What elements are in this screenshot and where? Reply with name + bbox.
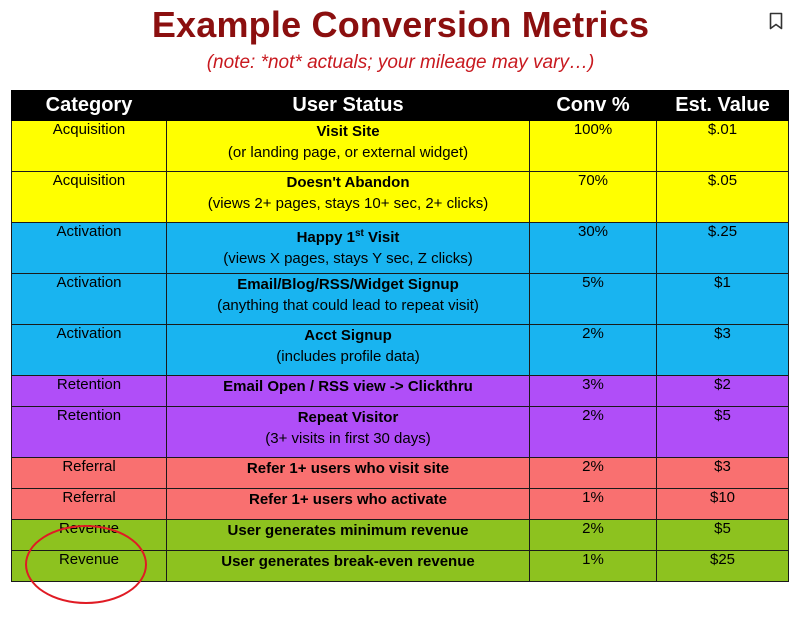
category-cell: Referral: [11, 457, 167, 489]
header-conv-percent: Conv %: [529, 90, 657, 121]
status-cell: Acct Signup (includes profile data): [166, 324, 530, 376]
status-name: Refer 1+ users who visit site: [246, 460, 450, 477]
status-name: Email Open / RSS view -> Clickthru: [223, 378, 473, 395]
status-name: Repeat Visitor: [297, 409, 399, 426]
conv-cell: 100%: [529, 120, 657, 172]
status-cell: Visit Site (or landing page, or external…: [166, 120, 530, 172]
status-cell: Refer 1+ users who activate: [166, 488, 530, 520]
page-title: Example Conversion Metrics: [151, 4, 650, 45]
table-row: Activation Acct Signup (includes profile…: [11, 324, 789, 376]
table-row: Retention Email Open / RSS view -> Click…: [11, 375, 789, 407]
table-row: Referral Refer 1+ users who visit site 2…: [11, 457, 789, 489]
conv-cell: 30%: [529, 222, 657, 274]
value-cell: $3: [656, 457, 789, 489]
page-subtitle: (note: *not* actuals; your mileage may v…: [206, 52, 595, 73]
status-name: Email/Blog/RSS/Widget Signup: [237, 276, 459, 293]
value-cell: $3: [656, 324, 789, 376]
value-cell: $.01: [656, 120, 789, 172]
conv-cell: 1%: [529, 488, 657, 520]
status-detail: (views 2+ pages, stays 10+ sec, 2+ click…: [207, 195, 489, 212]
value-cell: $5: [656, 519, 789, 551]
status-cell: Repeat Visitor (3+ visits in first 30 da…: [166, 406, 530, 458]
status-cell: Email/Blog/RSS/Widget Signup (anything t…: [166, 273, 530, 325]
status-detail: (views X pages, stays Y sec, Z clicks): [223, 250, 473, 267]
status-name-part: Visit: [363, 229, 400, 246]
bookmark-icon[interactable]: [767, 10, 785, 32]
status-detail: (anything that could lead to repeat visi…: [217, 297, 479, 314]
status-detail: (3+ visits in first 30 days): [265, 430, 431, 447]
table-row: Referral Refer 1+ users who activate 1% …: [11, 488, 789, 520]
table-row: Revenue User generates minimum revenue 2…: [11, 519, 789, 551]
status-name: User generates break-even revenue: [221, 553, 475, 570]
status-cell: Refer 1+ users who visit site: [166, 457, 530, 489]
category-cell: Revenue: [11, 550, 167, 582]
status-cell: Email Open / RSS view -> Clickthru: [166, 375, 530, 407]
table-row: Revenue User generates break-even revenu…: [11, 550, 789, 582]
table-row: Acquisition Visit Site (or landing page,…: [11, 120, 789, 172]
status-name: Happy 1st Visit: [167, 223, 529, 248]
table-row: Acquisition Doesn't Abandon (views 2+ pa…: [11, 171, 789, 223]
value-cell: $10: [656, 488, 789, 520]
value-cell: $25: [656, 550, 789, 582]
status-cell: Happy 1st Visit (views X pages, stays Y …: [166, 222, 530, 274]
category-cell: Referral: [11, 488, 167, 520]
header-category: Category: [11, 90, 167, 121]
conversion-metrics-table: Category User Status Conv % Est. Value A…: [11, 90, 789, 582]
value-cell: $.05: [656, 171, 789, 223]
value-cell: $2: [656, 375, 789, 407]
conv-cell: 70%: [529, 171, 657, 223]
status-cell: Doesn't Abandon (views 2+ pages, stays 1…: [166, 171, 530, 223]
conv-cell: 2%: [529, 324, 657, 376]
category-cell: Retention: [11, 406, 167, 458]
category-cell: Acquisition: [11, 171, 167, 223]
conv-cell: 2%: [529, 519, 657, 551]
conv-cell: 2%: [529, 406, 657, 458]
status-cell: User generates break-even revenue: [166, 550, 530, 582]
category-cell: Activation: [11, 324, 167, 376]
conv-cell: 1%: [529, 550, 657, 582]
header-est-value: Est. Value: [656, 90, 789, 121]
conv-cell: 5%: [529, 273, 657, 325]
value-cell: $5: [656, 406, 789, 458]
table-row: Activation Email/Blog/RSS/Widget Signup …: [11, 273, 789, 325]
status-name-part: Happy 1: [296, 229, 355, 246]
status-name: Doesn't Abandon: [286, 174, 410, 191]
status-cell: User generates minimum revenue: [166, 519, 530, 551]
value-cell: $.25: [656, 222, 789, 274]
category-cell: Activation: [11, 222, 167, 274]
category-cell: Acquisition: [11, 120, 167, 172]
status-detail: (includes profile data): [276, 348, 420, 365]
category-cell: Revenue: [11, 519, 167, 551]
table-header-row: Category User Status Conv % Est. Value: [11, 90, 789, 121]
conv-cell: 3%: [529, 375, 657, 407]
status-name: Visit Site: [316, 123, 380, 140]
status-name: Acct Signup: [304, 327, 392, 344]
category-cell: Activation: [11, 273, 167, 325]
status-name: User generates minimum revenue: [227, 522, 469, 539]
status-name-superscript: st: [354, 228, 364, 239]
status-detail: (or landing page, or external widget): [227, 144, 469, 161]
status-name: Refer 1+ users who activate: [248, 491, 447, 508]
table-row: Activation Happy 1st Visit (views X page…: [11, 222, 789, 274]
conv-cell: 2%: [529, 457, 657, 489]
header-user-status: User Status: [166, 90, 530, 121]
table-row: Retention Repeat Visitor (3+ visits in f…: [11, 406, 789, 458]
value-cell: $1: [656, 273, 789, 325]
category-cell: Retention: [11, 375, 167, 407]
